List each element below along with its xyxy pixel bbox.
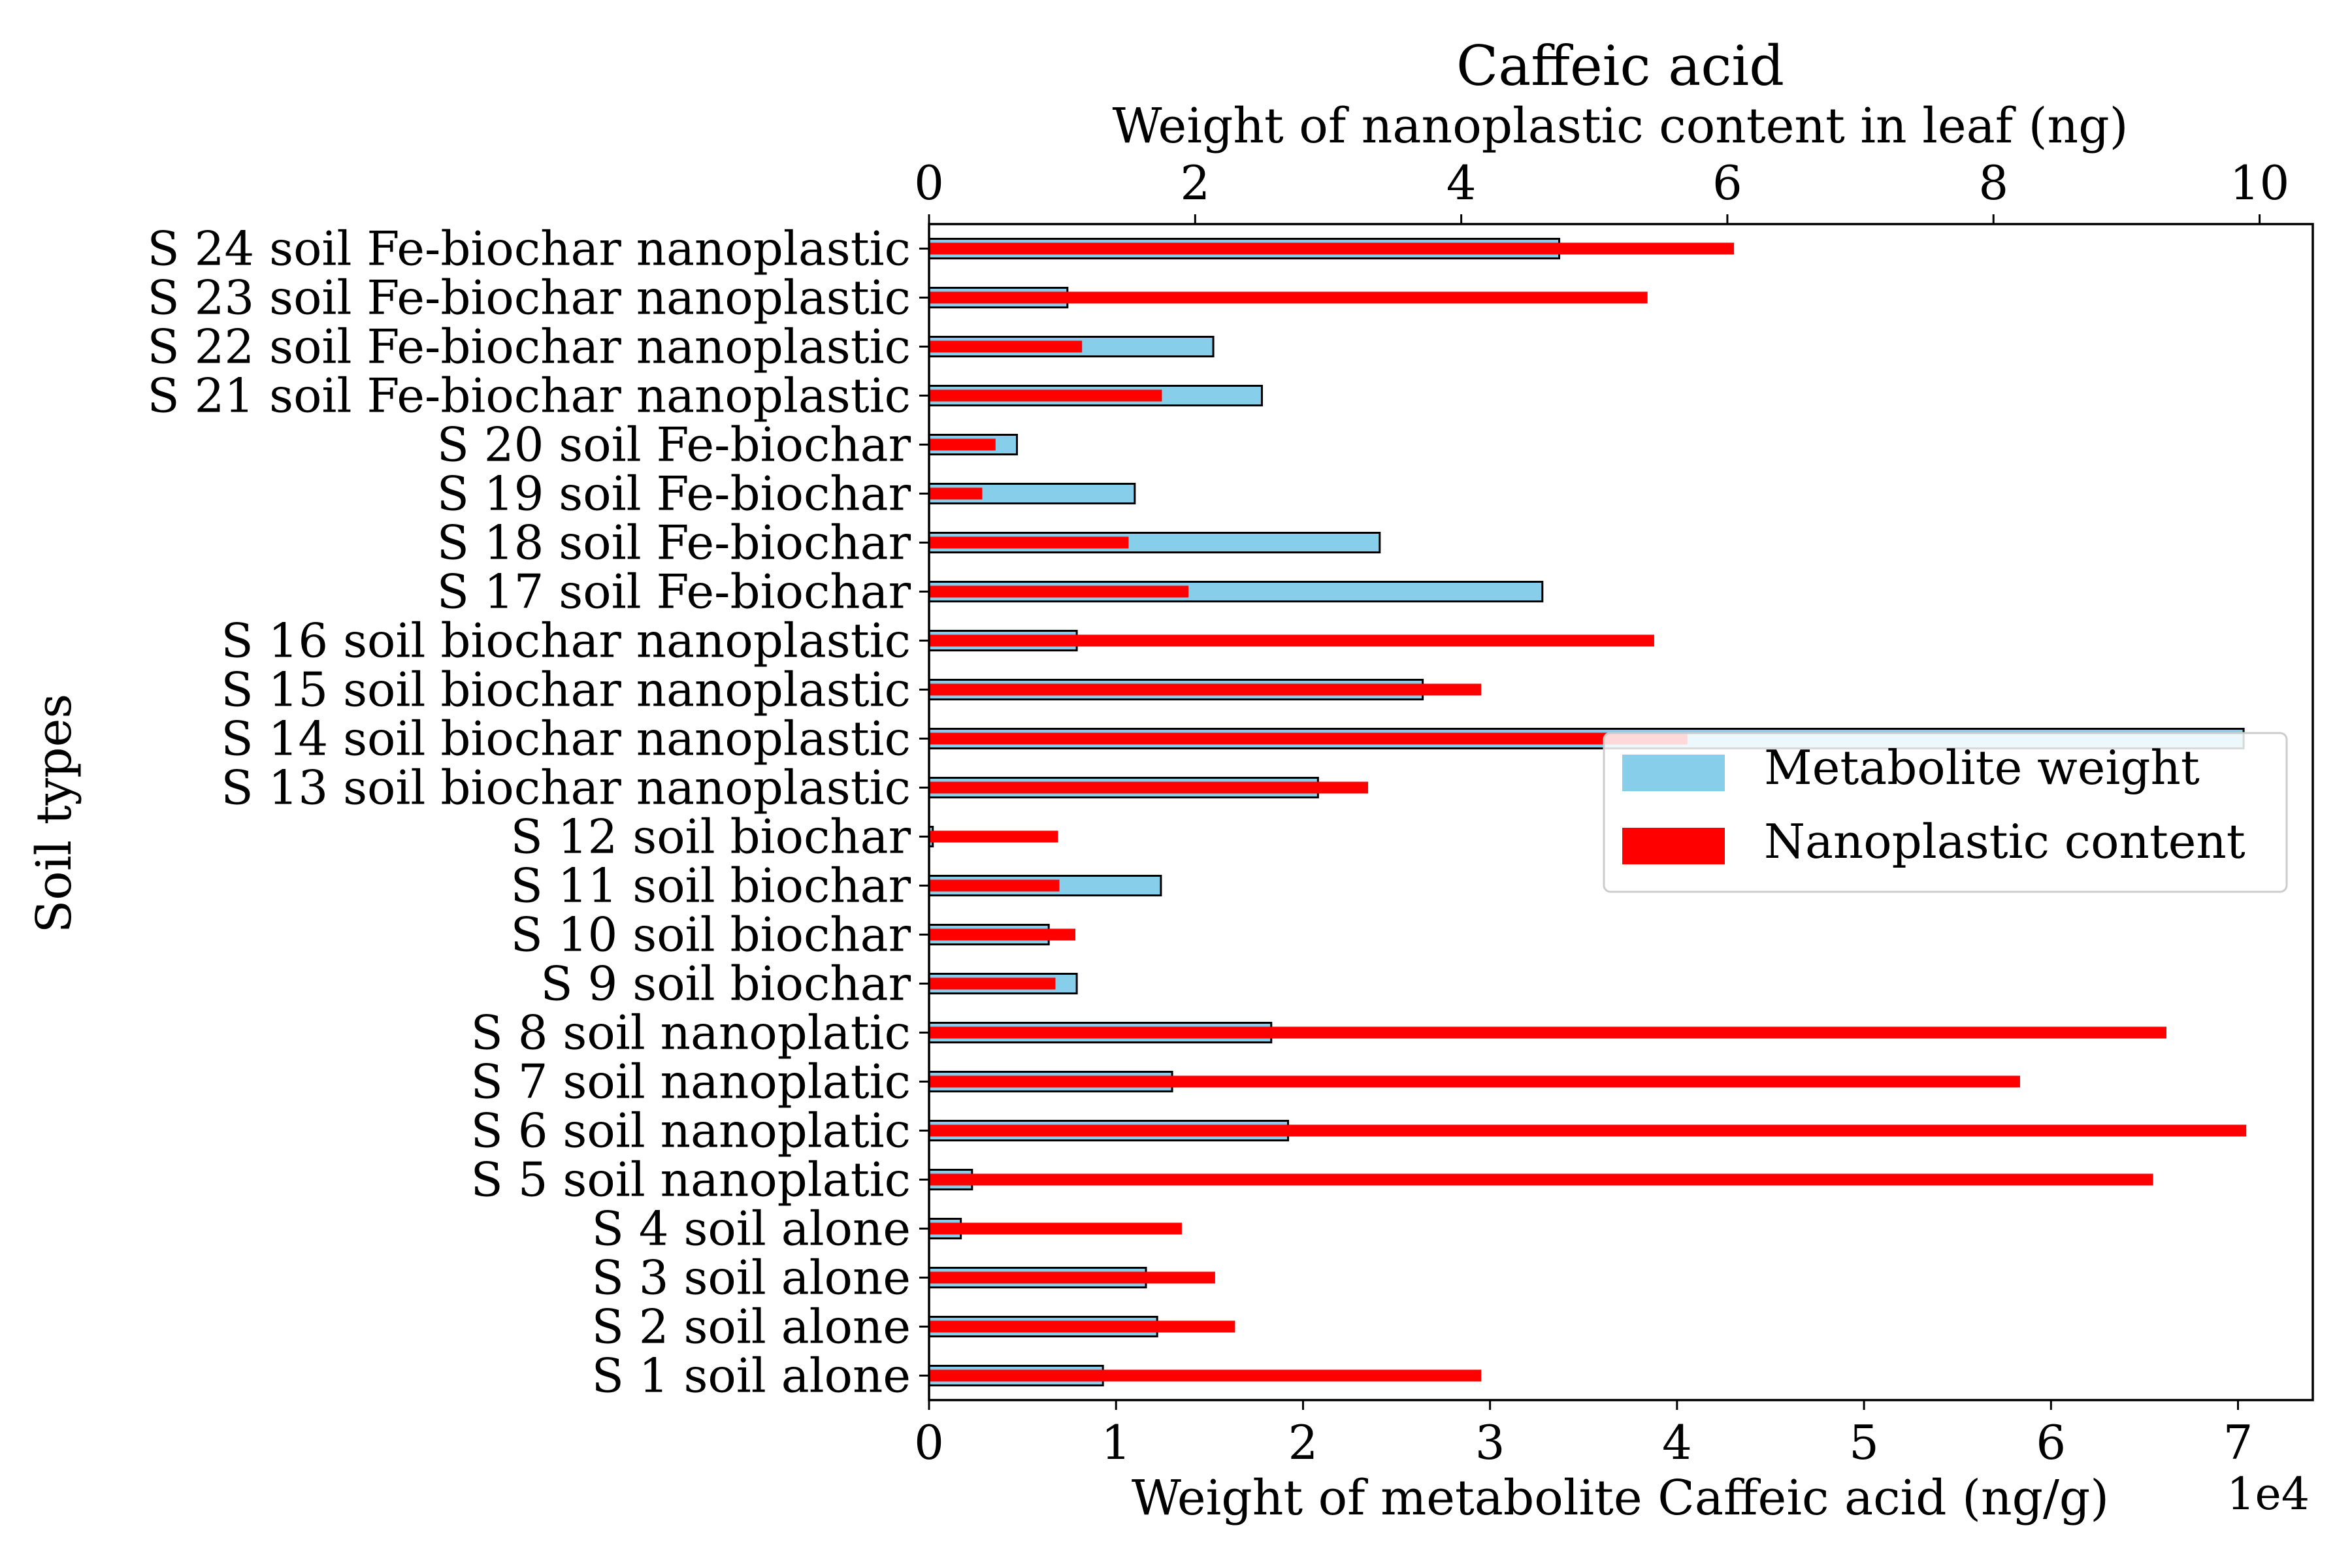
category-label: S 2 soil alone (592, 1299, 911, 1354)
bottom-tick-label: 0 (914, 1415, 944, 1470)
category-label: S 16 soil biochar nanoplastic (221, 613, 911, 668)
top-tick-label: 10 (2230, 155, 2290, 210)
bottom-tick-label: 7 (2223, 1415, 2253, 1470)
bottom-x-axis-label: Weight of metabolite Caffeic acid (ng/g) (1132, 1470, 2109, 1526)
chart-title: Caffeic acid (1456, 34, 1784, 98)
top-tick-label: 0 (914, 155, 944, 210)
category-label: S 19 soil Fe-biochar (437, 466, 911, 521)
category-label: S 7 soil nanoplatic (471, 1054, 911, 1109)
top-tick-label: 6 (1712, 155, 1742, 210)
bar-nanoplastic (929, 585, 1189, 598)
nanoplastic-bars (929, 242, 2247, 1382)
plot-frame (928, 223, 2314, 1401)
bar-nanoplastic (929, 389, 1162, 402)
bar-nanoplastic (929, 438, 996, 451)
bar-nanoplastic (929, 781, 1369, 794)
bar-nanoplastic (929, 1124, 2247, 1137)
bar-nanoplastic (929, 683, 1482, 696)
legend-swatch-metabolite (1622, 755, 1725, 791)
bar-nanoplastic (929, 242, 1735, 255)
category-label: S 17 soil Fe-biochar (437, 564, 911, 619)
category-label: S 14 soil biochar nanoplastic (221, 711, 911, 766)
bar-nanoplastic (929, 1369, 1482, 1382)
category-label: S 22 soil Fe-biochar nanoplastic (147, 319, 911, 374)
category-label: S 11 soil biochar (511, 858, 911, 913)
category-label: S 3 soil alone (592, 1250, 911, 1305)
category-label: S 20 soil Fe-biochar (437, 417, 911, 472)
y-axis-label: Soil types (26, 694, 82, 934)
top-x-axis-label: Weight of nanoplastic content in leaf (n… (1113, 98, 2129, 154)
top-tick-label: 2 (1180, 155, 1210, 210)
bar-nanoplastic (929, 634, 1654, 647)
category-label: S 10 soil biochar (511, 907, 911, 962)
bar-nanoplastic (929, 830, 1058, 843)
legend: Metabolite weight Nanoplastic content (1603, 732, 2288, 893)
category-label: S 1 soil alone (592, 1348, 911, 1403)
bar-nanoplastic (929, 1173, 2153, 1186)
bar-nanoplastic (929, 928, 1076, 941)
category-label: S 12 soil biochar (511, 809, 911, 864)
bar-nanoplastic (929, 1320, 1235, 1333)
legend-swatch-nanoplastic (1622, 828, 1725, 864)
category-label: S 15 soil biochar nanoplastic (221, 662, 911, 717)
legend-box (1603, 732, 2288, 893)
bar-nanoplastic (929, 977, 1056, 990)
legend-label-metabolite: Metabolite weight (1764, 740, 2200, 795)
bar-metabolite (928, 483, 1136, 504)
category-label: S 5 soil nanoplatic (471, 1152, 911, 1207)
category-label: S 23 soil Fe-biochar nanoplastic (147, 270, 911, 325)
category-label: S 21 soil Fe-biochar nanoplastic (147, 368, 911, 423)
category-label: S 4 soil alone (592, 1201, 911, 1256)
bottom-x-axis-ticks: 0 1 2 3 4 5 6 7 (914, 1400, 2253, 1470)
category-label: S 13 soil biochar nanoplastic (221, 760, 911, 815)
bar-nanoplastic (929, 1271, 1215, 1284)
bar-nanoplastic (929, 536, 1129, 549)
bar-nanoplastic (929, 1222, 1182, 1235)
top-tick-label: 8 (1978, 155, 2008, 210)
category-label: S 18 soil Fe-biochar (437, 515, 911, 570)
category-label: S 24 soil Fe-biochar nanoplastic (147, 221, 911, 276)
top-tick-label: 4 (1446, 155, 1477, 210)
bar-nanoplastic (929, 879, 1060, 892)
bar-nanoplastic (929, 1075, 2020, 1088)
bottom-offset-text: 1e4 (2227, 1469, 2310, 1520)
bar-nanoplastic (929, 487, 983, 500)
legend-label-nanoplastic: Nanoplastic content (1764, 814, 2246, 869)
category-label: S 9 soil biochar (540, 956, 911, 1011)
bottom-tick-label: 1 (1101, 1415, 1131, 1470)
bottom-tick-label: 3 (1475, 1415, 1505, 1470)
bottom-tick-label: 4 (1662, 1415, 1692, 1470)
bar-nanoplastic (929, 291, 1648, 304)
bar-nanoplastic (929, 732, 1688, 745)
bottom-tick-label: 6 (2036, 1415, 2066, 1470)
bar-nanoplastic (929, 340, 1083, 353)
category-label: S 8 soil nanoplatic (471, 1005, 911, 1060)
bar-nanoplastic (929, 1026, 2166, 1039)
bottom-tick-label: 5 (1849, 1415, 1879, 1470)
bottom-tick-label: 2 (1288, 1415, 1318, 1470)
top-x-axis-ticks: 0 2 4 6 8 10 (914, 155, 2289, 224)
category-label: S 6 soil nanoplatic (471, 1103, 911, 1158)
